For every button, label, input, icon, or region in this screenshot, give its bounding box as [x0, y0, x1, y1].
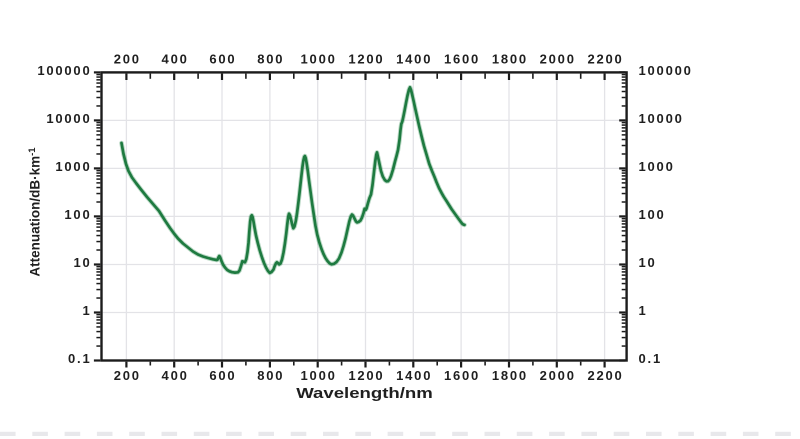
svg-text:1: 1 — [82, 303, 91, 318]
svg-text:1600: 1600 — [444, 52, 480, 67]
svg-text:0.1: 0.1 — [68, 351, 91, 366]
svg-text:600: 600 — [209, 52, 236, 67]
svg-text:1000: 1000 — [639, 159, 675, 174]
svg-text:1200: 1200 — [348, 52, 384, 67]
svg-text:1000: 1000 — [55, 159, 91, 174]
svg-text:10: 10 — [639, 255, 657, 270]
svg-text:1200: 1200 — [348, 368, 384, 383]
svg-text:1600: 1600 — [444, 368, 480, 383]
svg-text:1800: 1800 — [492, 52, 528, 67]
svg-text:1800: 1800 — [492, 368, 528, 383]
svg-text:2200: 2200 — [587, 368, 623, 383]
svg-text:1: 1 — [639, 303, 648, 318]
svg-text:100000: 100000 — [639, 63, 693, 78]
svg-text:2000: 2000 — [540, 368, 576, 383]
svg-text:200: 200 — [114, 368, 141, 383]
svg-text:0.1: 0.1 — [639, 351, 662, 366]
svg-text:2200: 2200 — [587, 52, 623, 67]
svg-text:1400: 1400 — [396, 368, 432, 383]
svg-text:100000: 100000 — [37, 63, 91, 78]
svg-text:10000: 10000 — [639, 111, 684, 126]
svg-text:200: 200 — [114, 52, 141, 67]
svg-text:10000: 10000 — [46, 111, 91, 126]
svg-text:400: 400 — [162, 368, 189, 383]
svg-text:100: 100 — [639, 207, 666, 222]
svg-text:800: 800 — [257, 52, 284, 67]
svg-text:600: 600 — [209, 368, 236, 383]
svg-text:1400: 1400 — [396, 52, 432, 67]
svg-text:10: 10 — [73, 255, 91, 270]
svg-text:1000: 1000 — [301, 52, 337, 67]
svg-text:400: 400 — [162, 52, 189, 67]
svg-text:1000: 1000 — [301, 368, 337, 383]
svg-text:800: 800 — [257, 368, 284, 383]
svg-text:Wavelength/nm: Wavelength/nm — [296, 385, 433, 402]
svg-text:2000: 2000 — [540, 52, 576, 67]
svg-text:Attenuation/dB·km-1: Attenuation/dB·km-1 — [27, 147, 43, 277]
svg-text:100: 100 — [64, 207, 91, 222]
